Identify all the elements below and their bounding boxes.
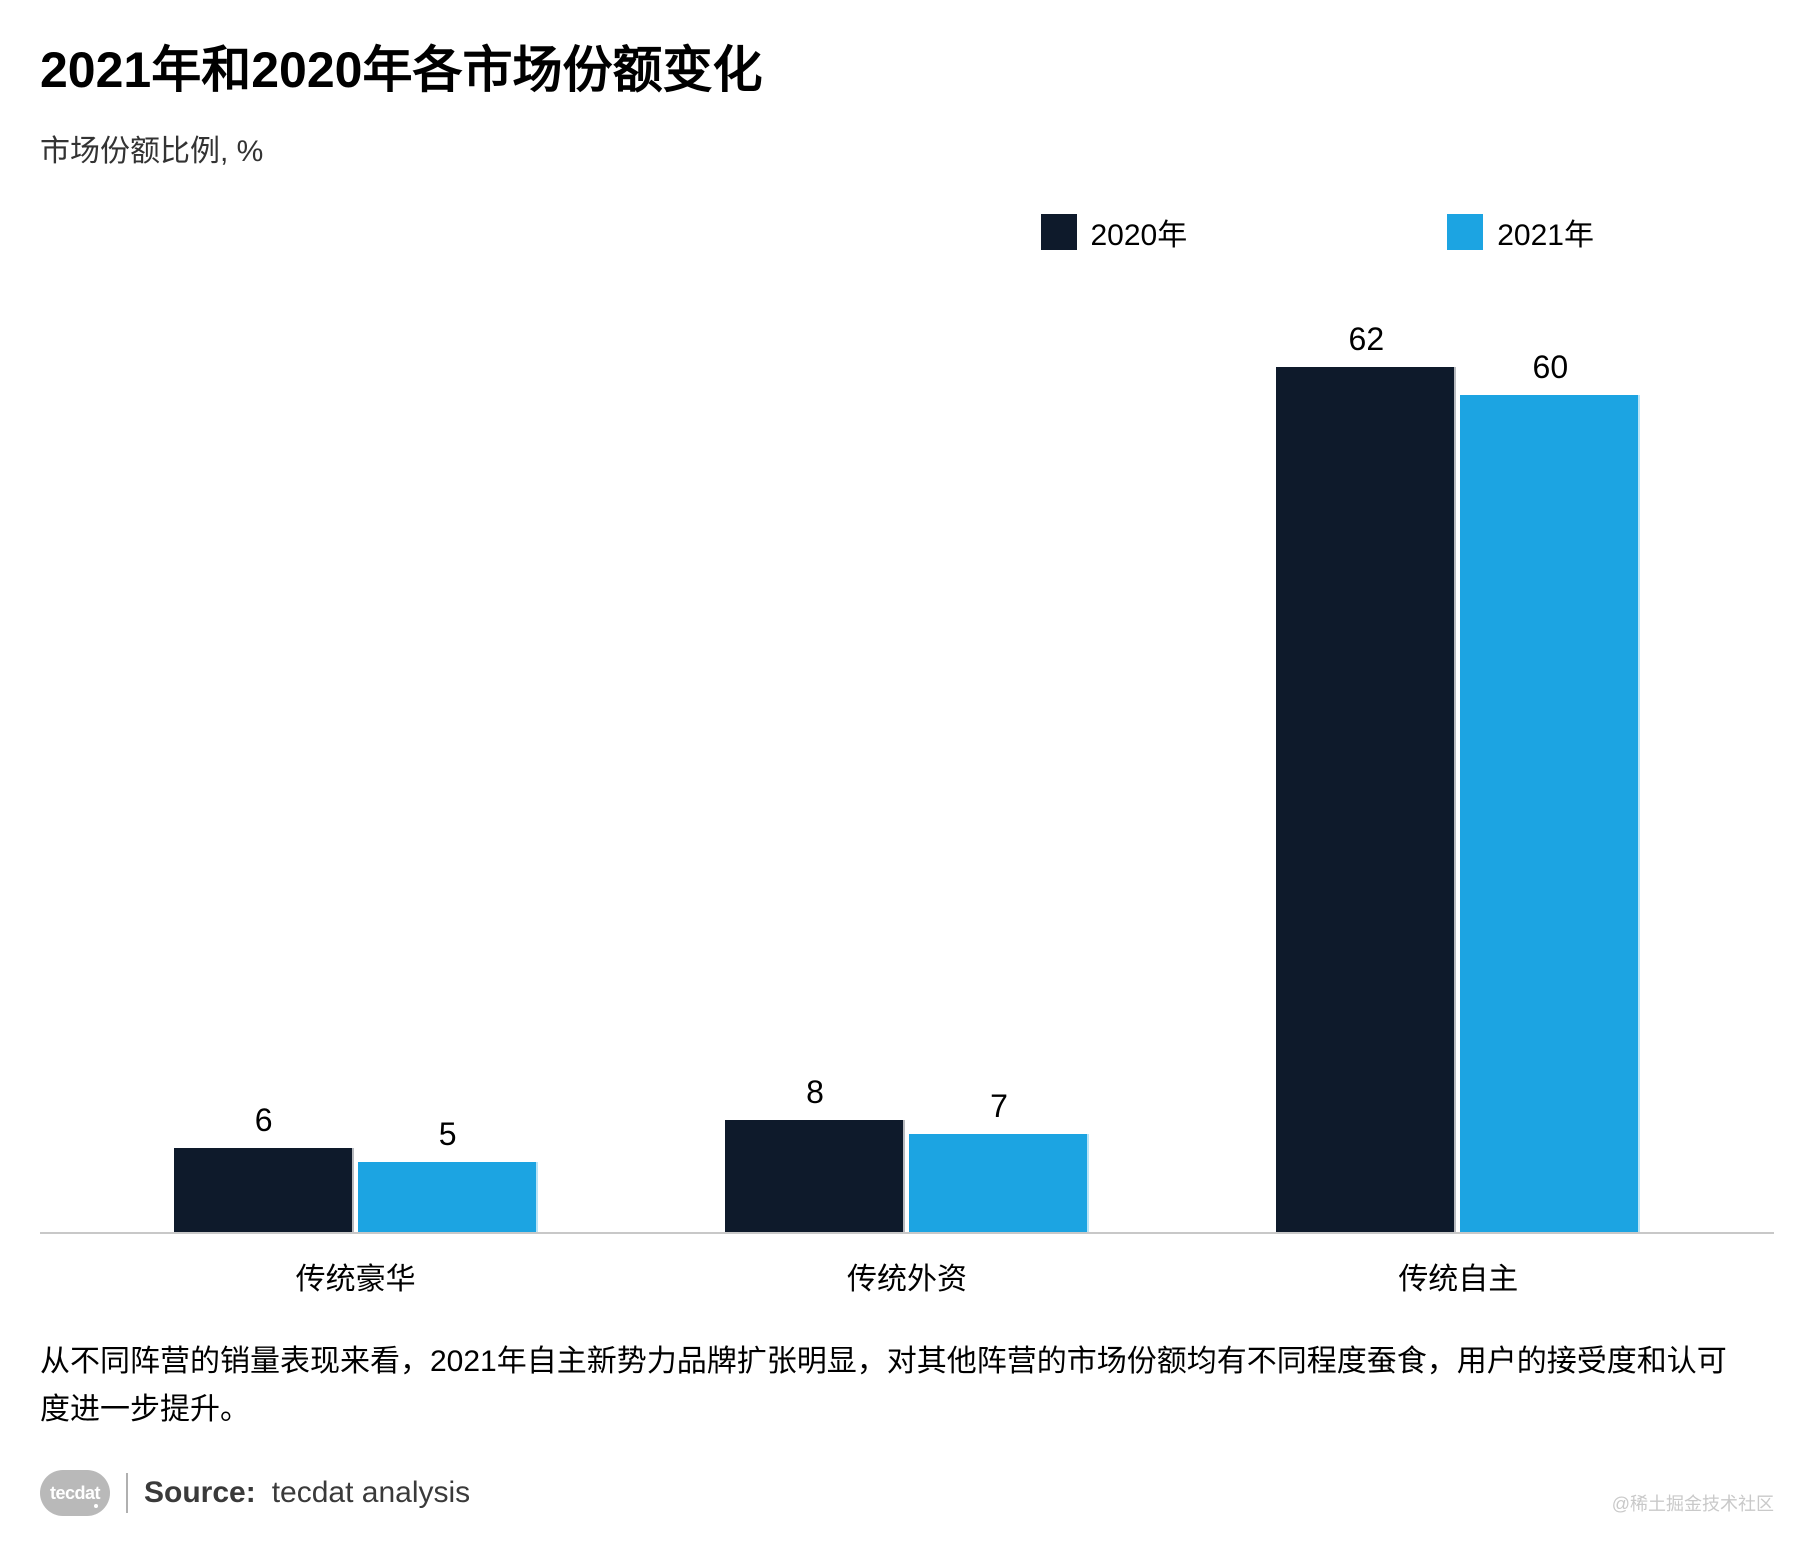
chart-subtitle: 市场份额比例, % [40, 126, 1774, 170]
x-label-1: 传统外资 [722, 1254, 1092, 1298]
bar-rect-2-2021 [1460, 395, 1640, 1232]
bar-group-2: 62 60 [1276, 367, 1640, 1232]
legend: 2020年 2021年 [40, 210, 1774, 254]
x-label-2: 传统自主 [1273, 1254, 1643, 1298]
bar-rect-1-2020 [725, 1120, 905, 1232]
bar-group-1: 8 7 [725, 1120, 1089, 1232]
bar-rect-0-2020 [174, 1148, 354, 1232]
bar-2-2021: 60 [1460, 395, 1640, 1232]
legend-label-2021: 2021年 [1497, 210, 1594, 254]
bar-0-2021: 5 [358, 1162, 538, 1232]
x-axis-labels: 传统豪华 传统外资 传统自主 [40, 1234, 1774, 1298]
bar-1-2020: 8 [725, 1120, 905, 1232]
footer-divider [126, 1473, 128, 1513]
bar-value-0-2020: 6 [255, 1102, 273, 1139]
legend-item-2020: 2020年 [1041, 210, 1188, 254]
watermark: @稀土掘金技术社区 [1612, 1490, 1774, 1516]
source-label: Source: [144, 1476, 256, 1510]
chart-title: 2021年和2020年各市场份额变化 [40, 30, 1774, 102]
bar-0-2020: 6 [174, 1148, 354, 1232]
bar-rect-2-2020 [1276, 367, 1456, 1232]
page: 2021年和2020年各市场份额变化 市场份额比例, % 2020年 2021年… [0, 0, 1814, 1542]
legend-item-2021: 2021年 [1447, 210, 1594, 254]
legend-swatch-2021 [1447, 214, 1483, 250]
source-value: tecdat analysis [272, 1476, 470, 1510]
bar-value-0-2021: 5 [439, 1116, 457, 1153]
legend-swatch-2020 [1041, 214, 1077, 250]
chart-plot-area: 6 5 8 7 62 60 [40, 294, 1774, 1234]
bar-group-0: 6 5 [174, 1148, 538, 1232]
footer: tecdat Source: tecdat analysis [40, 1470, 1774, 1516]
x-label-0: 传统豪华 [171, 1254, 541, 1298]
bar-value-2-2021: 60 [1533, 349, 1569, 386]
legend-label-2020: 2020年 [1091, 210, 1188, 254]
bar-rect-1-2021 [909, 1134, 1089, 1232]
bar-2-2020: 62 [1276, 367, 1456, 1232]
bar-rect-0-2021 [358, 1162, 538, 1232]
bar-value-2-2020: 62 [1349, 321, 1385, 358]
bar-value-1-2021: 7 [990, 1088, 1008, 1125]
bar-value-1-2020: 8 [806, 1074, 824, 1111]
bar-1-2021: 7 [909, 1134, 1089, 1232]
chart-caption: 从不同阵营的销量表现来看，2021年自主新势力品牌扩张明显，对其他阵营的市场份额… [40, 1338, 1774, 1434]
brand-logo: tecdat [40, 1470, 110, 1516]
